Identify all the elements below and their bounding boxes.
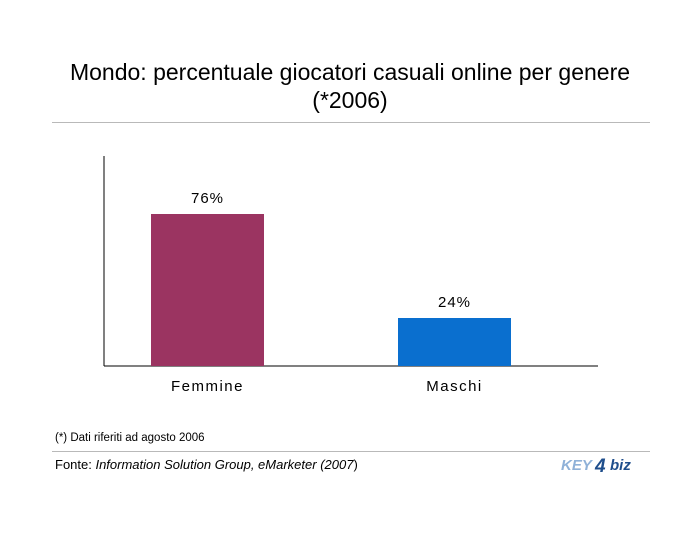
source-suffix: ) [353,457,358,472]
bottom-divider [52,451,650,452]
source-prefix: Fonte: [55,457,96,472]
data-label-maschi: 24% [438,294,471,311]
footnote: (*) Dati riferiti ad agosto 2006 [55,432,205,444]
key4biz-logo: KEY 4 biz [561,456,631,475]
logo-text-key: KEY [561,457,594,474]
source-note: Fonte: Information Solution Group, eMark… [55,457,358,472]
chart-title: Mondo: percentuale giocatori casuali onl… [69,59,631,85]
source-reference: Information Solution Group, eMarketer (2… [95,457,354,472]
chart-title-block: Mondo: percentuale giocatori casuali onl… [0,58,700,114]
bars-group: 76% Femmine 24% Maschi [151,190,511,395]
bar-maschi [398,318,511,366]
top-divider [52,122,650,123]
logo-text-four: 4 [594,456,606,475]
category-label-femmine: Femmine [171,378,244,395]
chart-subtitle: (*2006) [312,87,388,113]
category-label-maschi: Maschi [426,378,483,395]
logo-text-biz: biz [610,457,631,474]
bar-chart: 76% Femmine 24% Maschi [103,156,598,395]
data-label-femmine: 76% [191,190,224,207]
bar-femmine [151,214,264,366]
